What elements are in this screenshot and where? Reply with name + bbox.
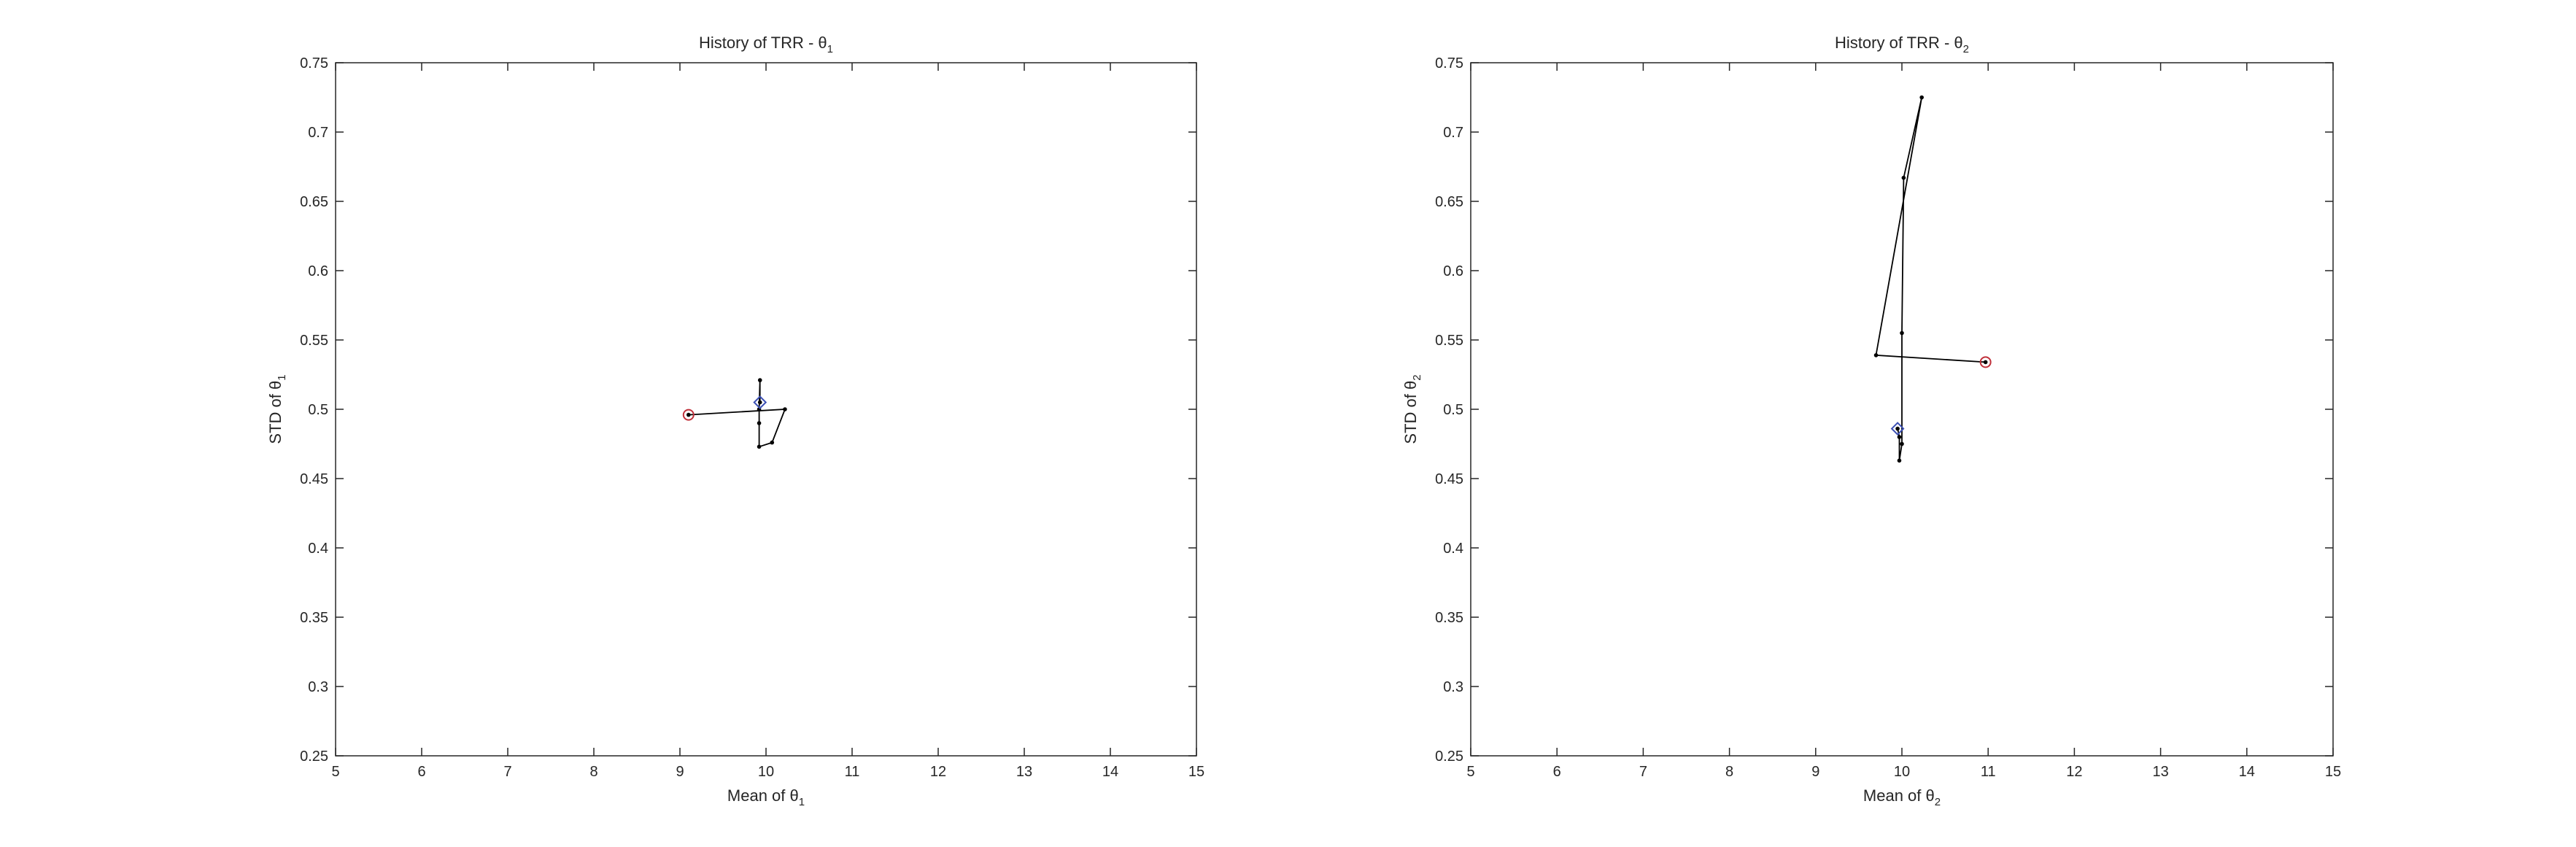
data-point [1900,330,1904,336]
y-tick-label: 0.7 [308,125,328,141]
start-point-marker [682,409,695,421]
y-tick-label: 0.5 [308,402,328,418]
x-axis-label-subscript: 1 [799,796,805,808]
x-tick-label: 12 [930,764,946,780]
data-point [1897,458,1902,463]
x-tick-label: 6 [1553,764,1561,780]
x-tick-label: 9 [676,764,684,780]
y-tick-label: 0.25 [300,749,328,765]
x-tick-label: 5 [331,764,339,780]
series-line [688,380,786,448]
chart-theta-1: 5 6 7 8 9 10 11 12 13 14 150.250.30.350.40.450.50.… [266,34,1204,808]
y-tick-label: 0.55 [1435,333,1463,349]
y-tick-label: 0.75 [1435,55,1463,71]
x-tick-label: 11 [1981,764,1996,780]
data-point [757,400,762,405]
y-tick-label: 0.45 [1435,471,1463,487]
x-axis-label: Mean of θ1 [727,786,805,808]
end-point-marker [1890,422,1905,436]
x-tick-label: 11 [845,764,860,780]
x-tick-label: 9 [1811,764,1819,780]
data-point [770,440,775,445]
start-point-marker [1979,356,1992,368]
chart-title-text: History of TRR - θ [1835,34,1963,52]
x-tick-label: 15 [2325,764,2341,780]
x-axis-label-text: Mean of θ [727,786,799,805]
x-tick-label: 15 [1188,764,1204,780]
data-point [1919,95,1924,100]
data-point [1901,175,1906,180]
data-point [686,412,691,417]
data-point [1873,353,1879,357]
y-axis-label-subscript: 2 [1411,374,1423,380]
data-point [757,378,762,382]
y-tick-label: 0.4 [1443,541,1463,557]
x-tick-label: 14 [1102,764,1118,780]
y-tick-label: 0.3 [308,679,328,695]
plot-area-frame [335,62,1197,757]
x-tick-label: 5 [1466,764,1474,780]
chart-title-subscript: 2 [1963,43,1969,55]
y-tick-label: 0.6 [308,263,328,279]
x-tick-label: 6 [417,764,425,780]
y-axis-label: STD of θ2 [1401,374,1423,444]
chart-title: History of TRR - θ2 [1835,34,1969,55]
y-tick-label: 0.5 [1443,402,1463,418]
x-tick-label: 8 [1725,764,1733,780]
y-tick-label: 0.55 [300,333,328,349]
end-point-marker [753,395,767,409]
chart-theta-2: 5 6 7 8 9 10 11 12 13 14 15 0.25 0.3 0.35 0.4 0.45 0.5 0.… [1401,34,2341,808]
x-axis-label-subscript: 2 [1935,796,1941,808]
x-tick-label: 13 [2152,764,2168,780]
y-tick-label: 0.3 [1443,679,1463,695]
data-point [1897,435,1902,439]
data-point [1895,426,1900,431]
y-tick-label: 0.35 [300,610,328,626]
y-tick-label: 0.45 [300,471,328,487]
y-axis-label-text: STD of θ [1401,381,1420,444]
y-axis-label: STD of θ1 [266,374,288,444]
x-axis-label-text: Mean of θ [1863,786,1935,805]
x-tick-label: 8 [589,764,597,780]
chart-title-subscript: 1 [827,43,833,55]
y-tick-label: 0.6 [1443,263,1463,279]
y-tick-label: 0.4 [308,541,328,557]
chart-title: History of TRR - θ1 [699,34,833,55]
y-tick-label: 0.25 [1435,749,1463,765]
y-tick-label: 0.75 [300,55,328,71]
data-point [1900,441,1904,446]
data-point [1983,360,1988,365]
y-tick-label: 0.65 [300,194,328,210]
x-tick-label: 10 [758,764,774,780]
x-tick-label: 12 [2066,764,2082,780]
y-tick-label: 0.65 [1435,194,1463,210]
y-axis-label-text: STD of θ [266,381,285,444]
data-point [757,444,762,449]
x-axis-label: Mean of θ2 [1863,786,1941,808]
y-tick-label: 0.7 [1443,125,1463,141]
x-tick-label: 13 [1016,764,1032,780]
chart-title-text: History of TRR - θ [699,34,827,52]
x-tick-label: 14 [2239,764,2255,780]
data-point [783,407,787,411]
x-tick-label: 7 [1639,764,1647,780]
data-point [757,421,762,425]
y-axis-label-subscript: 1 [276,374,288,380]
x-tick-label: 7 [503,764,511,780]
y-tick-label: 0.35 [1435,610,1463,626]
x-tick-label: 10 [1894,764,1910,780]
